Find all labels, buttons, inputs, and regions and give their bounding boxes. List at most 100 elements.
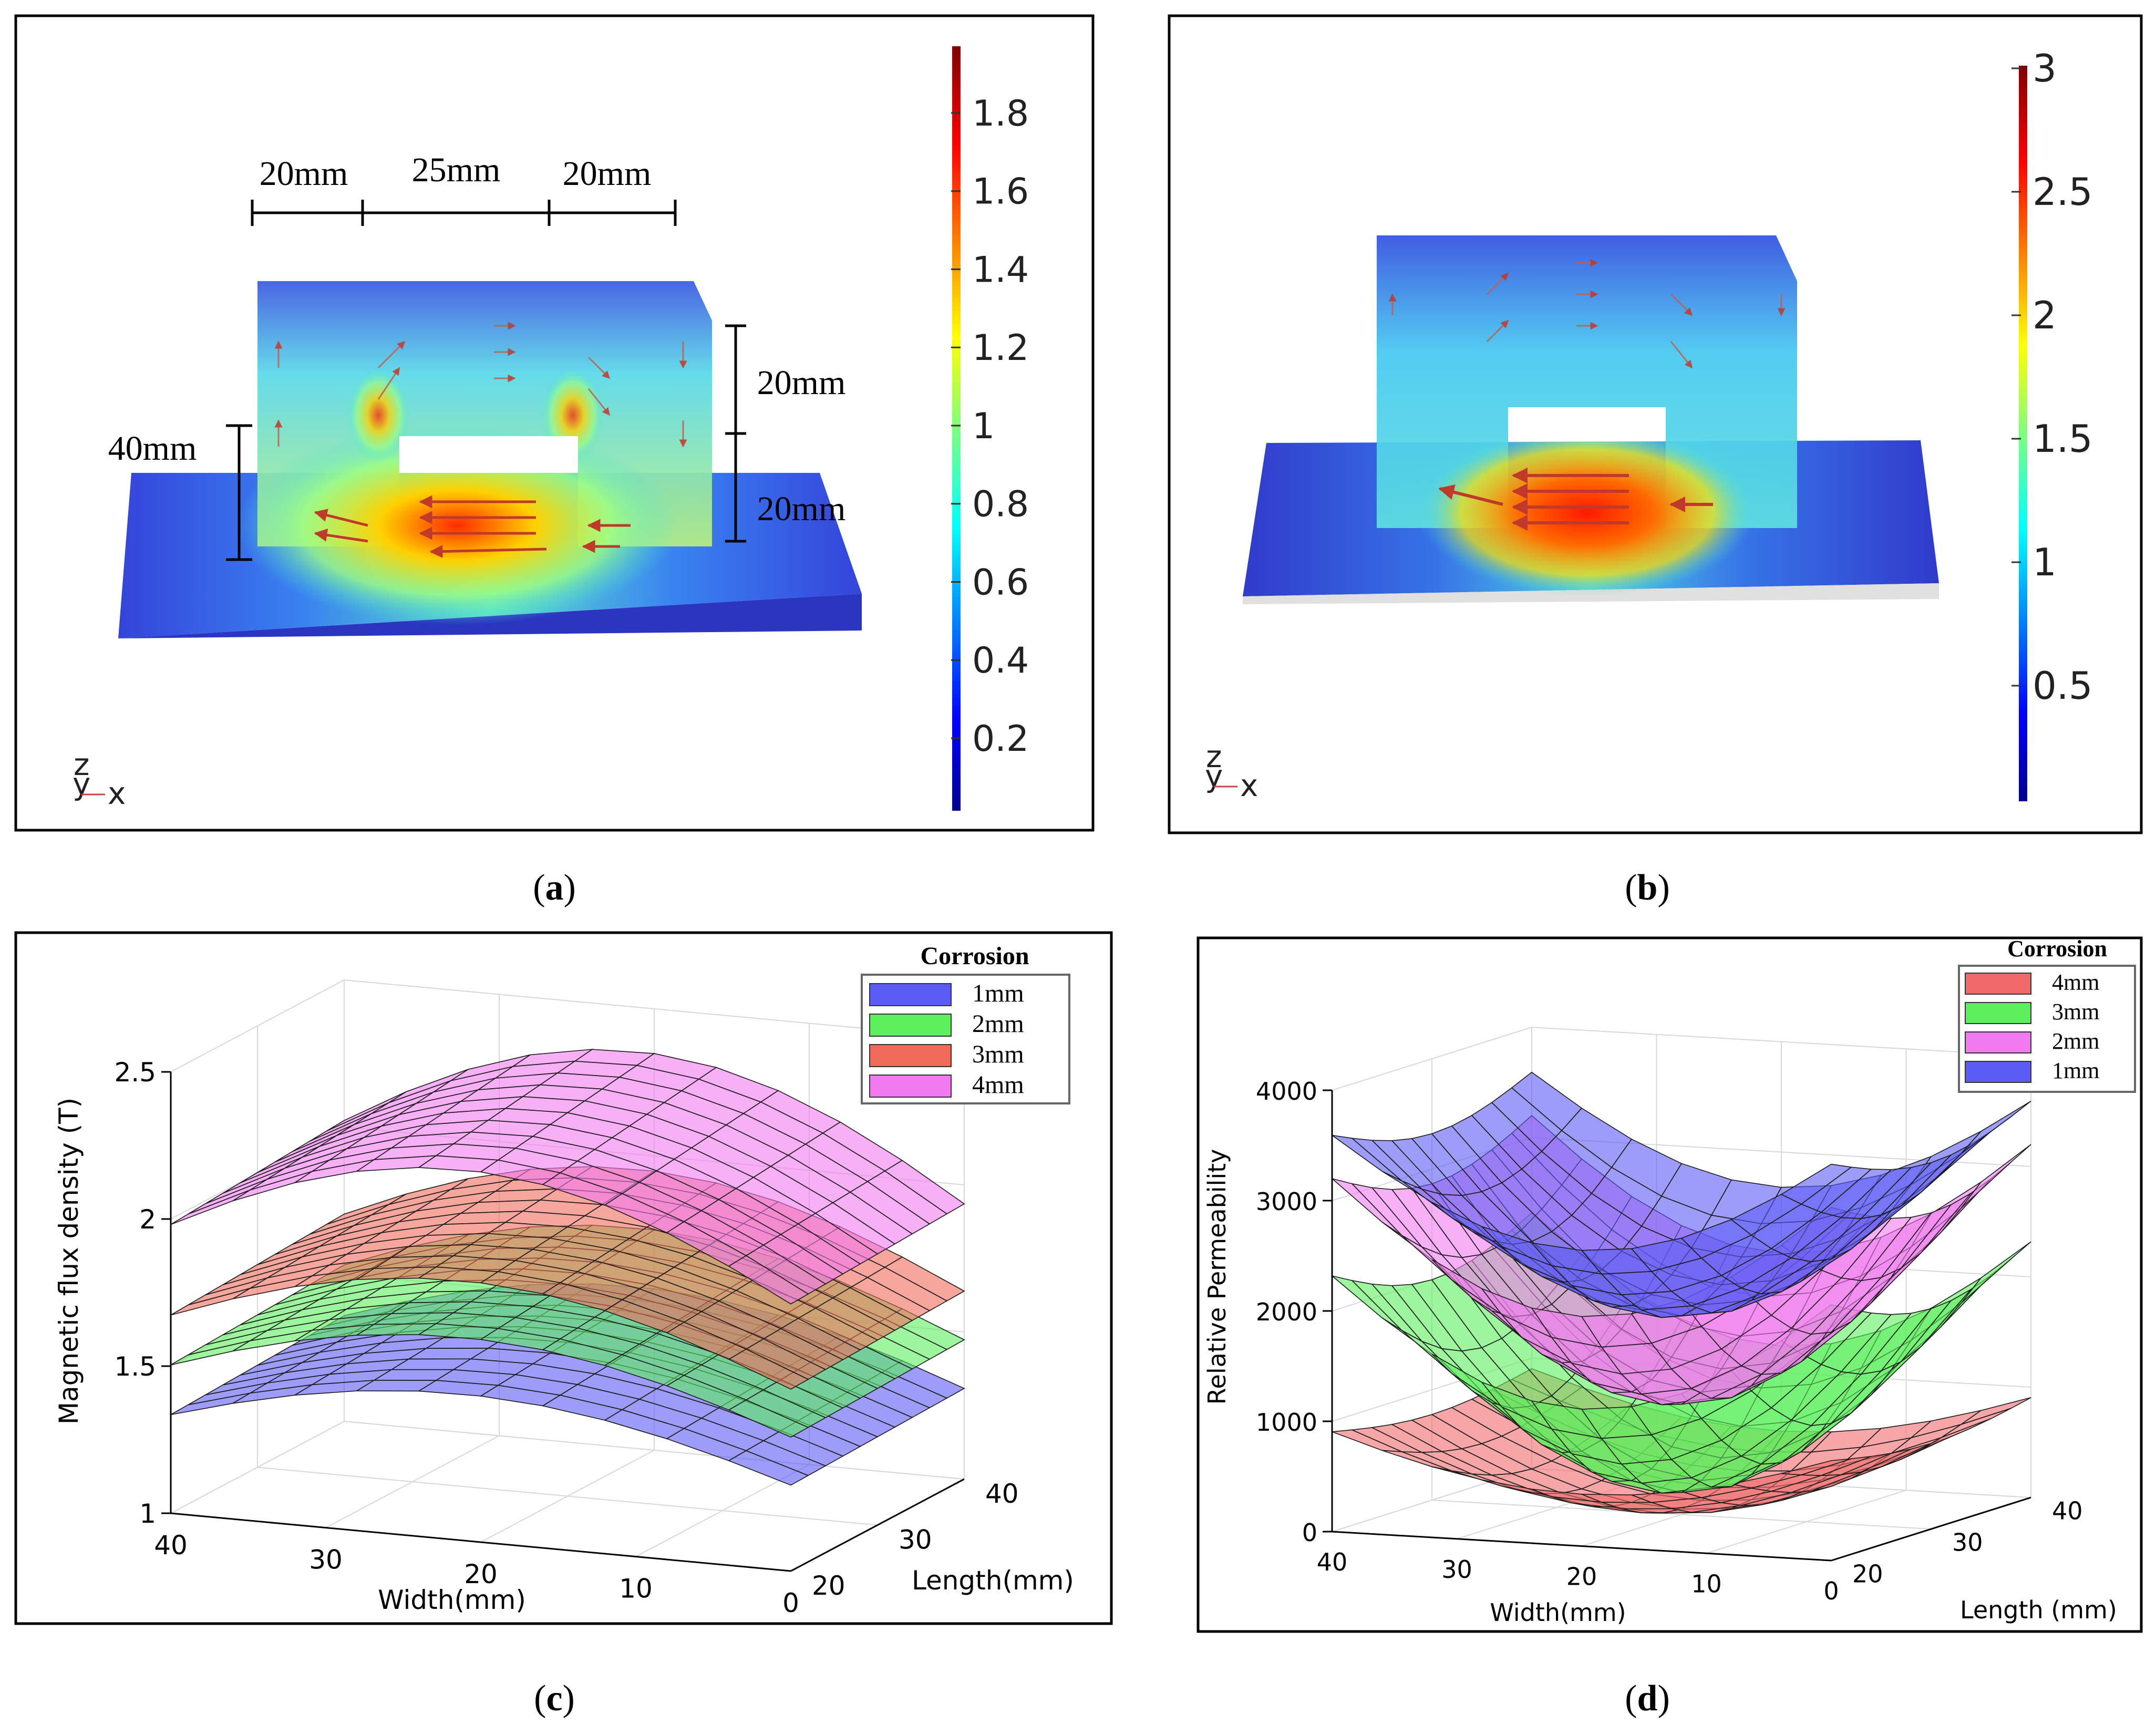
dim-left: 40mm xyxy=(108,429,197,468)
y-axis-label: Relative Permeability xyxy=(1203,1149,1231,1405)
legend-d-title: Corrosion xyxy=(2007,936,2107,962)
caption-d: (d) xyxy=(1625,1678,1670,1719)
caption-a: (a) xyxy=(533,867,576,908)
colorbar-a-tick-label: 1.6 xyxy=(972,171,1029,213)
triad-a-z: z xyxy=(74,747,89,782)
dim-right-lower: 20mm xyxy=(757,490,846,528)
x-tick-label: 30 xyxy=(1441,1555,1472,1584)
surface-cell xyxy=(1961,1397,2031,1425)
surface-cell xyxy=(1961,1241,2031,1304)
z-tick-label: 3000 xyxy=(1256,1187,1317,1216)
colorbar-a-tick-label: 0.4 xyxy=(972,640,1029,681)
panel-d-chart: 0 1000 2000 3000 4000 40 30 20 10 0 20 30 40 Relative… xyxy=(1203,1027,2117,1627)
grid-line xyxy=(257,1466,878,1526)
surface-4mm xyxy=(170,1049,965,1305)
legend-d-label: 4mm xyxy=(2052,969,2099,995)
surface-cell xyxy=(884,1256,965,1302)
caption-a-letter: a xyxy=(545,867,564,908)
legend-c-swatch xyxy=(869,1044,952,1067)
length-tick-label: 40 xyxy=(2052,1496,2083,1525)
dim-top-right: 20mm xyxy=(563,154,652,193)
colorbar-b-tick-label: 3 xyxy=(2033,46,2057,90)
axis-line xyxy=(1831,1496,2031,1562)
colorbar-b-tick-label: 2.5 xyxy=(2033,170,2093,214)
x-tick-label: 10 xyxy=(1691,1569,1722,1598)
colorbar-a-tick-label: 1.8 xyxy=(972,93,1029,135)
length-axis-label: Length(mm) xyxy=(912,1565,1074,1596)
dim-top-left: 20mm xyxy=(260,154,348,193)
panel-d-legend: Corrosion 4mm 3mm 2mm 1mm xyxy=(1958,936,2136,1093)
z-tick-label: 2000 xyxy=(1256,1298,1317,1326)
x-tick-label: 20 xyxy=(464,1559,498,1589)
panel-a-dimensions xyxy=(226,200,746,561)
colorbar-a-tick-label: 0.2 xyxy=(972,718,1029,760)
legend-c-swatch xyxy=(869,1014,952,1037)
caption-b-letter: b xyxy=(1637,867,1658,908)
panel-b-axes-triad: z y x xyxy=(1205,739,1258,803)
axis-line xyxy=(1332,1531,1832,1562)
z-tick-label: 4000 xyxy=(1256,1077,1317,1106)
panel-a-colorbar xyxy=(952,46,961,811)
axis-line xyxy=(790,1478,965,1572)
x-tick-label: 40 xyxy=(154,1530,188,1561)
surface-cell xyxy=(1961,1100,2031,1154)
legend-d-swatch xyxy=(1965,1061,2031,1083)
caption-c-letter: c xyxy=(546,1678,562,1719)
legend-c-title: Corrosion xyxy=(920,942,1029,970)
panel-b-colorbar xyxy=(2019,66,2027,801)
panel-b: 3 2.5 2 1.5 1 0.5 z y x xyxy=(1168,14,2143,834)
x-tick-label: 30 xyxy=(309,1545,343,1575)
length-tick-label: 40 xyxy=(985,1479,1019,1509)
legend-c-label: 3mm xyxy=(972,1040,1024,1068)
axis-line xyxy=(170,1512,791,1572)
triad-a-x: x xyxy=(108,776,126,811)
panel-c-chart: 1 1.5 2 2.5 40 30 20 10 0 20 30 40 Magnetic flux den… xyxy=(54,979,1074,1618)
caption-c: (c) xyxy=(534,1678,575,1719)
colorbar-b-tick-label: 1.5 xyxy=(2033,417,2093,461)
triad-b-x: x xyxy=(1240,768,1258,803)
x-tick-label: 10 xyxy=(619,1574,653,1604)
z-tick-label: 2 xyxy=(139,1204,156,1235)
z-tick-label: 1 xyxy=(139,1499,156,1529)
length-tick-label: 30 xyxy=(899,1525,932,1555)
y-axis-label: Magnetic flux density (T) xyxy=(54,1098,84,1424)
surface-cell xyxy=(1961,1144,2031,1208)
dim-right-upper: 20mm xyxy=(757,364,846,402)
x-axis-label: Width(mm) xyxy=(378,1585,526,1615)
dim-top-mid: 25mm xyxy=(412,151,501,189)
legend-d-swatch xyxy=(1965,973,2031,995)
legend-d-swatch xyxy=(1965,1031,2031,1053)
colorbar-a-tick-label: 1 xyxy=(972,406,995,447)
x-tick-label: 20 xyxy=(1566,1563,1597,1591)
triad-b-y: y xyxy=(1205,758,1223,794)
legend-c-label: 4mm xyxy=(972,1071,1024,1099)
length-tick-label: 20 xyxy=(1852,1559,1883,1588)
caption-b: (b) xyxy=(1625,867,1670,908)
z-tick-label: 1.5 xyxy=(114,1351,156,1382)
colorbar-b-tick-label: 2 xyxy=(2033,293,2057,337)
panel-a-axes-triad: z y x xyxy=(73,747,126,811)
legend-d-label: 3mm xyxy=(2052,999,2099,1025)
grid-line xyxy=(1431,1500,1932,1530)
x-tick-label: 0 xyxy=(1823,1577,1839,1605)
length-tick-label: 30 xyxy=(1952,1528,1983,1556)
z-tick-label: 2.5 xyxy=(114,1057,156,1088)
legend-c-label: 1mm xyxy=(972,979,1024,1007)
z-tick-label: 0 xyxy=(1302,1519,1317,1547)
z-tick-label: 1000 xyxy=(1256,1408,1317,1437)
panel-a: 20mm 25mm 20mm 20mm 20mm 40mm 1.8 1.6 1.4 1… xyxy=(14,14,1095,832)
length-tick-label: 20 xyxy=(812,1571,845,1601)
triad-a-y: y xyxy=(73,766,90,802)
colorbar-a-tick-label: 0.6 xyxy=(972,562,1029,603)
colorbar-a-tick-label: 0.8 xyxy=(972,484,1029,525)
surface-cell xyxy=(884,1160,965,1215)
triad-b-z: z xyxy=(1206,739,1222,774)
colorbar-a-tick-label: 1.2 xyxy=(972,327,1029,369)
panel-d: 0 1000 2000 3000 4000 40 30 20 10 0 20 30 40 Relative… xyxy=(1196,936,2143,1633)
caption-d-letter: d xyxy=(1637,1678,1658,1719)
grid-line xyxy=(344,1421,965,1480)
colorbar-b-tick-label: 1 xyxy=(2033,540,2057,584)
x-tick-label: 40 xyxy=(1317,1548,1348,1576)
